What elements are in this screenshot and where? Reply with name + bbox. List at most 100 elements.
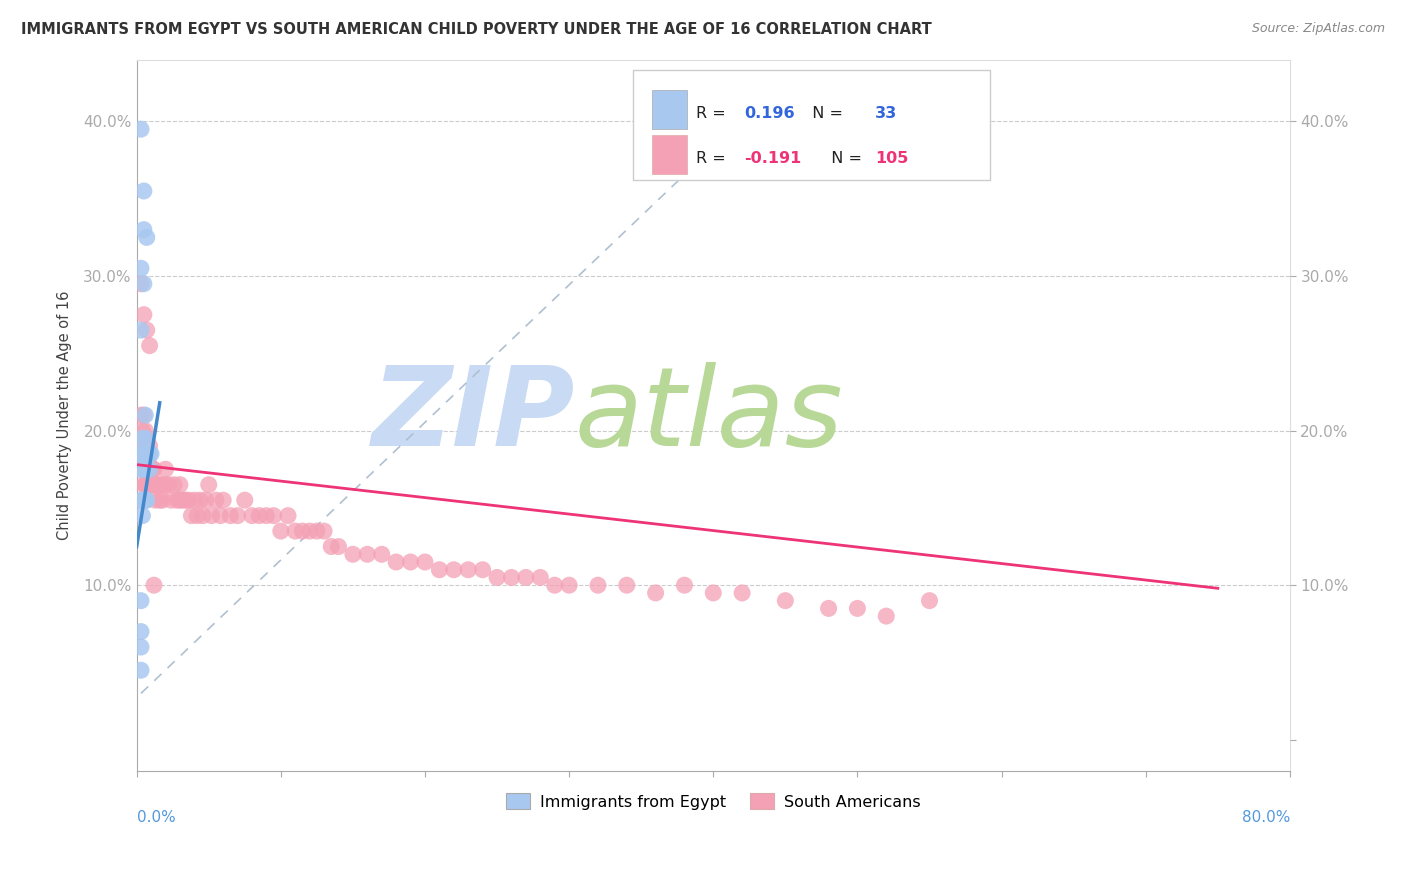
Point [226, 508, 249, 523]
Bar [652, 89, 686, 128]
Point [413, 555, 436, 569]
Point [135, 493, 157, 508]
Point [205, 493, 228, 508]
Point [135, 323, 157, 337]
Point [131, 431, 153, 445]
Point [129, 323, 152, 337]
Legend: Immigrants from Egypt, South Americans: Immigrants from Egypt, South Americans [501, 787, 927, 816]
Point [138, 338, 160, 352]
Point [129, 462, 152, 476]
Point [131, 462, 153, 476]
Point [197, 477, 219, 491]
Text: 105: 105 [875, 151, 908, 166]
Point [321, 540, 343, 554]
Point [131, 447, 153, 461]
Point [219, 508, 242, 523]
Point [191, 508, 214, 523]
Point [149, 493, 172, 508]
Point [146, 477, 169, 491]
Point [918, 593, 941, 607]
Point [132, 462, 155, 476]
Point [328, 540, 350, 554]
Point [673, 578, 696, 592]
Point [702, 586, 724, 600]
Text: 80.0%: 80.0% [1241, 810, 1289, 825]
Point [172, 493, 194, 508]
Text: atlas: atlas [575, 361, 844, 468]
Point [141, 477, 163, 491]
Point [131, 493, 153, 508]
Text: R =: R = [696, 151, 731, 166]
Point [148, 477, 170, 491]
Text: N =: N = [801, 105, 848, 120]
Bar [652, 135, 686, 174]
Point [174, 493, 197, 508]
Point [132, 222, 155, 236]
Point [135, 462, 157, 476]
FancyBboxPatch shape [633, 70, 990, 180]
Point [183, 493, 205, 508]
Point [134, 431, 156, 445]
Point [134, 477, 156, 491]
Point [155, 477, 177, 491]
Point [132, 439, 155, 453]
Point [644, 586, 666, 600]
Point [134, 447, 156, 461]
Point [188, 493, 211, 508]
Point [142, 477, 165, 491]
Point [139, 447, 162, 461]
Point [129, 640, 152, 654]
Point [180, 508, 202, 523]
Text: R =: R = [696, 105, 731, 120]
Point [177, 493, 200, 508]
Point [385, 555, 408, 569]
Point [135, 447, 157, 461]
Point [163, 477, 186, 491]
Text: -0.191: -0.191 [744, 151, 801, 166]
Point [134, 493, 156, 508]
Point [254, 508, 277, 523]
Point [263, 508, 285, 523]
Text: IMMIGRANTS FROM EGYPT VS SOUTH AMERICAN CHILD POVERTY UNDER THE AGE OF 16 CORREL: IMMIGRANTS FROM EGYPT VS SOUTH AMERICAN … [21, 22, 932, 37]
Point [284, 524, 307, 538]
Y-axis label: Child Poverty Under the Age of 16: Child Poverty Under the Age of 16 [58, 291, 72, 540]
Point [138, 439, 160, 453]
Point [775, 593, 797, 607]
Point [134, 462, 156, 476]
Point [152, 493, 174, 508]
Point [291, 524, 314, 538]
Point [586, 578, 609, 592]
Point [135, 454, 157, 468]
Text: Source: ZipAtlas.com: Source: ZipAtlas.com [1251, 22, 1385, 36]
Point [247, 508, 270, 523]
Point [145, 477, 167, 491]
Point [141, 462, 163, 476]
Point [166, 493, 188, 508]
Text: ZIP: ZIP [371, 361, 575, 468]
Text: 0.196: 0.196 [744, 105, 794, 120]
Point [277, 508, 299, 523]
Point [135, 230, 157, 244]
Point [298, 524, 321, 538]
Point [846, 601, 869, 615]
Point [129, 122, 152, 136]
Point [134, 424, 156, 438]
Point [209, 508, 232, 523]
Point [135, 447, 157, 461]
Point [370, 547, 392, 561]
Point [132, 308, 155, 322]
Point [142, 578, 165, 592]
Point [135, 431, 157, 445]
Point [544, 578, 567, 592]
Point [131, 508, 153, 523]
Point [305, 524, 328, 538]
Point [129, 462, 152, 476]
Point [558, 578, 581, 592]
Point [132, 184, 155, 198]
Point [129, 439, 152, 453]
Point [169, 493, 191, 508]
Point [134, 408, 156, 422]
Point [342, 547, 364, 561]
Point [515, 570, 537, 584]
Point [132, 493, 155, 508]
